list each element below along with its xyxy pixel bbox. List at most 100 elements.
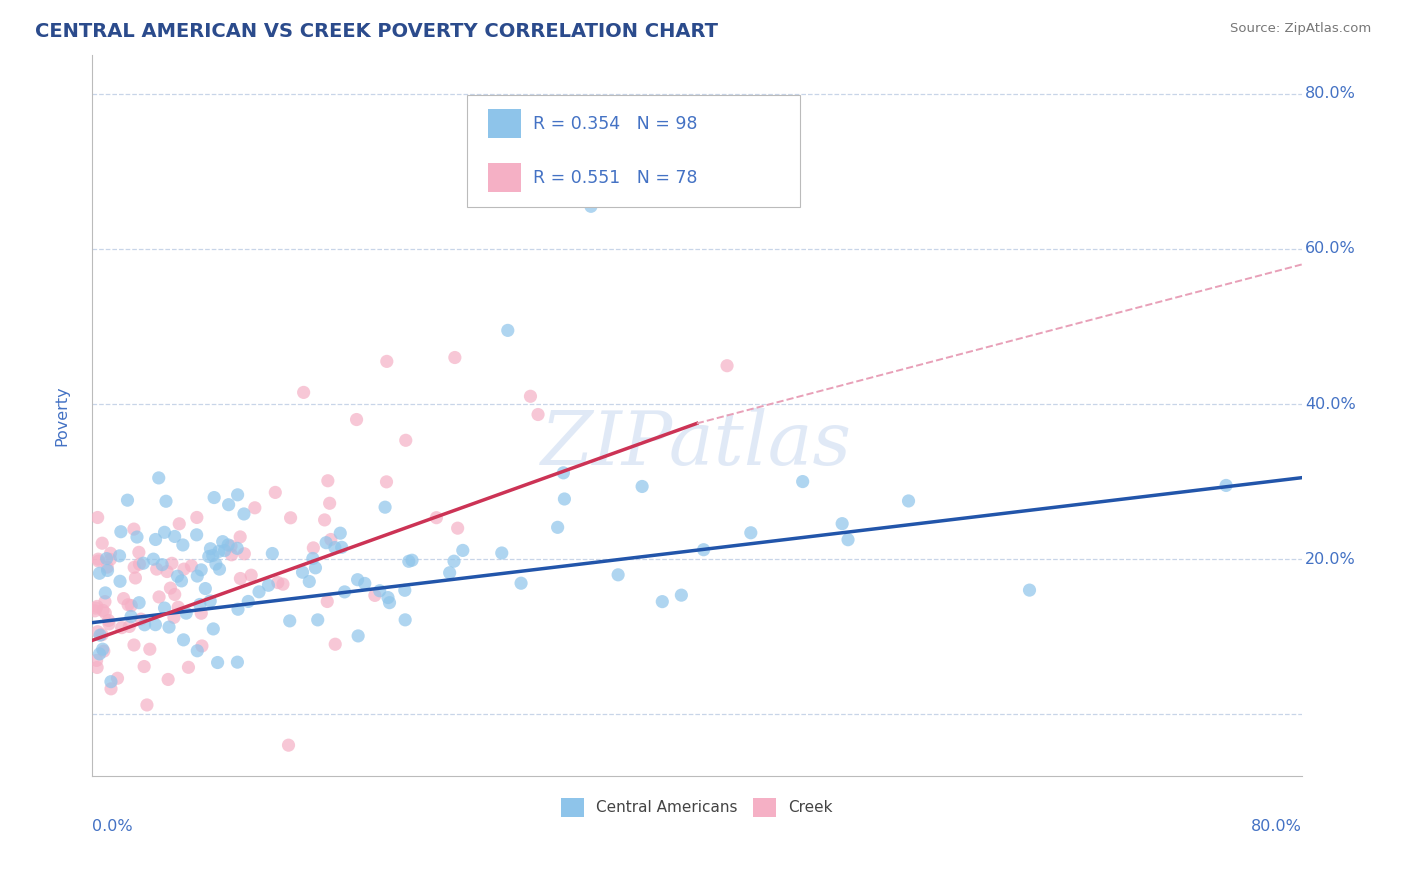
Point [243,500,266,515]
Point [398,554,420,568]
Point [145,562,167,576]
Point [292,385,315,400]
Point [319,533,342,547]
Point [368,583,391,598]
Point [202,622,225,636]
Point [86,653,108,667]
Point [496,323,519,337]
Point [190,563,212,577]
Point [1018,583,1040,598]
Point [547,520,569,534]
Point [87,554,110,568]
Point [136,698,159,712]
Point [107,671,129,685]
Point [167,516,190,531]
Point [1215,478,1237,492]
Point [221,548,243,562]
Point [651,594,673,608]
Point [148,471,170,485]
Point [553,466,575,480]
Text: 80.0%: 80.0% [1251,820,1302,834]
Bar [488,163,522,192]
Point [194,582,217,596]
FancyBboxPatch shape [467,95,800,207]
Point [425,510,447,524]
Point [347,629,370,643]
Point [278,614,301,628]
Point [160,557,183,571]
Point [170,574,193,588]
Point [84,601,107,615]
Point [163,529,186,543]
Point [87,552,110,566]
Point [232,507,254,521]
Point [148,590,170,604]
Point [631,479,654,493]
Point [378,596,401,610]
Point [120,609,142,624]
Point [188,598,211,612]
Point [112,591,135,606]
Point [346,412,368,426]
Point [333,585,356,599]
Point [692,542,714,557]
Point [439,566,461,580]
Point [831,516,853,531]
Point [98,616,121,631]
Text: Source: ZipAtlas.com: Source: ZipAtlas.com [1230,22,1371,36]
Point [226,541,249,556]
Bar [488,109,522,138]
Point [226,602,249,616]
Point [298,574,321,589]
Point [527,408,550,422]
Point [89,628,111,642]
Point [100,546,122,560]
Text: CENTRAL AMERICAN VS CREEK POVERTY CORRELATION CHART: CENTRAL AMERICAN VS CREEK POVERTY CORREL… [35,22,718,41]
Point [122,522,145,536]
Point [315,535,337,549]
Point [316,474,339,488]
Point [86,599,108,614]
Point [323,637,346,651]
Legend: Central Americans, Creek: Central Americans, Creek [555,792,839,822]
Point [277,738,299,752]
Point [84,604,107,618]
Point [91,642,114,657]
Point [111,621,134,635]
Point [238,594,260,608]
Point [262,547,284,561]
Point [94,594,117,608]
Point [159,581,181,595]
Point [186,569,208,583]
Point [173,632,195,647]
Point [128,596,150,610]
Point [86,510,108,524]
Point [377,591,399,605]
Point [177,660,200,674]
Point [353,576,375,591]
Point [180,558,202,573]
Point [207,656,229,670]
Point [173,562,195,576]
Point [110,524,132,539]
Point [93,644,115,658]
Point [375,475,398,489]
Point [172,538,194,552]
Point [155,494,177,508]
Point [740,525,762,540]
Point [86,660,108,674]
Text: 0.0%: 0.0% [91,820,132,834]
Point [280,510,302,524]
Point [142,552,165,566]
Point [163,610,186,624]
Point [553,491,575,506]
Point [153,601,176,615]
Point [91,603,114,617]
Point [229,530,252,544]
Point [186,644,208,658]
Point [120,599,142,613]
Text: Poverty: Poverty [55,385,69,446]
Point [118,619,141,633]
Point [302,541,325,555]
Point [318,496,340,510]
